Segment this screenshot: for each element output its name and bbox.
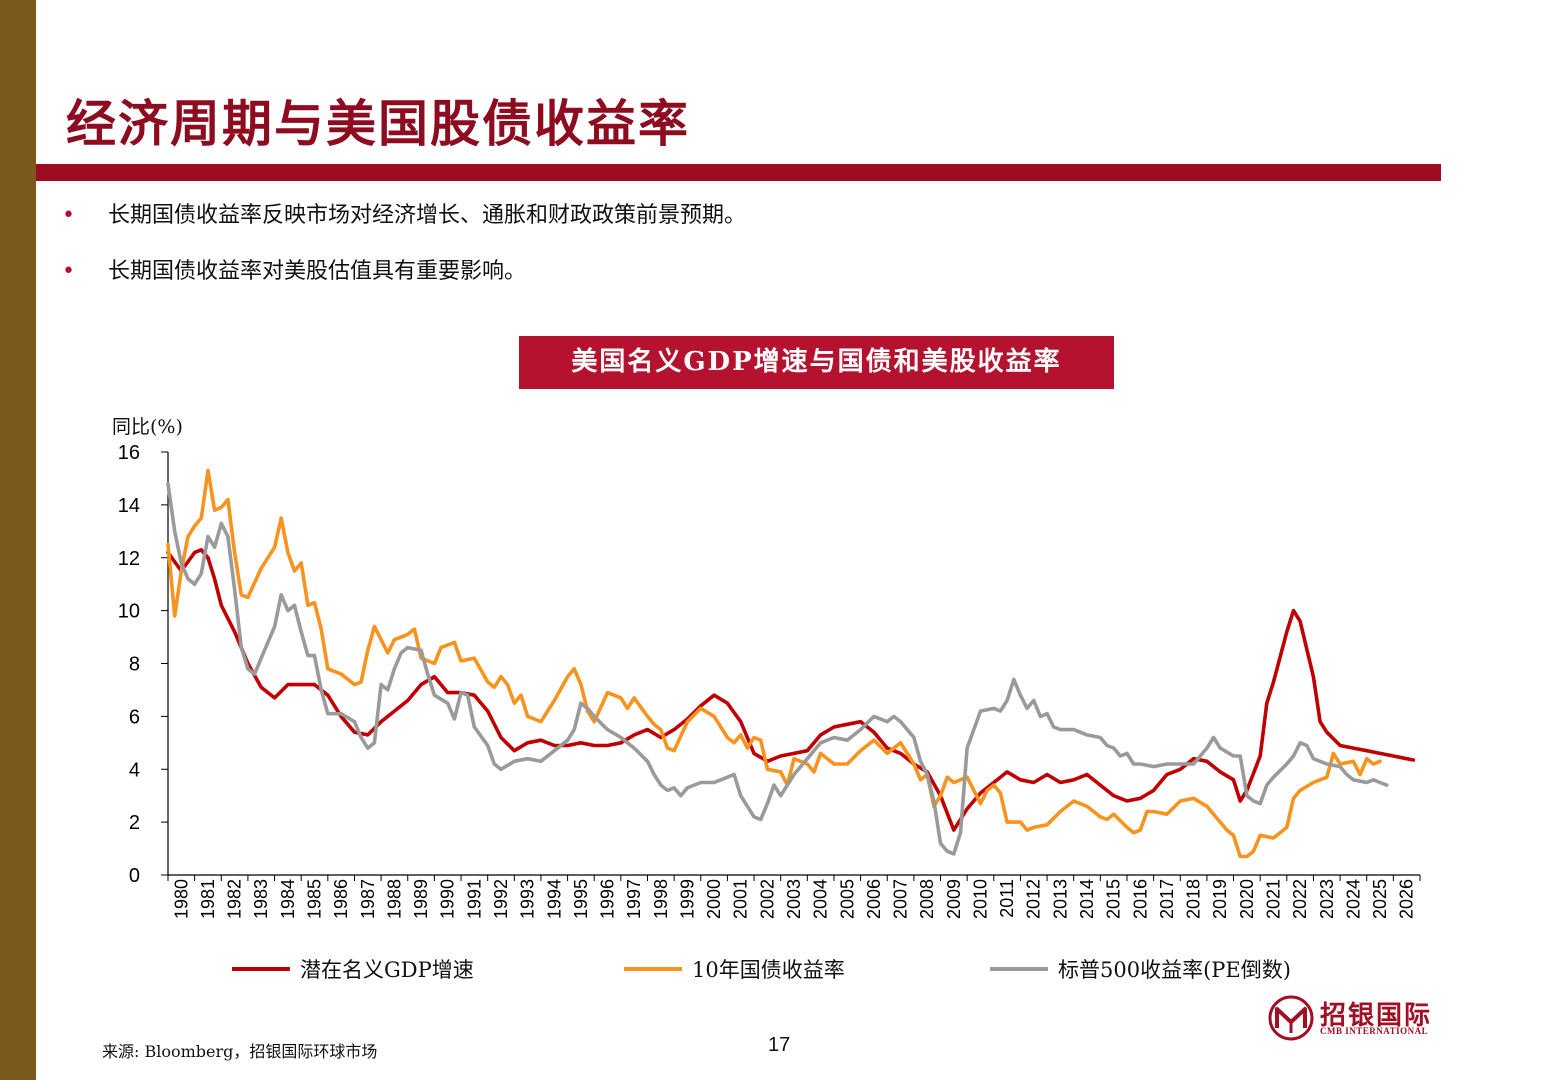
cmbi-logo-icon — [1268, 995, 1314, 1041]
x-tick-label: 2006 — [864, 879, 884, 919]
page-title: 经济周期与美国股债收益率 — [66, 94, 690, 153]
x-tick-label: 2002 — [757, 879, 777, 919]
x-tick-label: 2000 — [704, 879, 724, 919]
x-tick-label: 1989 — [411, 879, 431, 919]
bullet-list: • 长期国债收益率反映市场对经济增长、通胀和财政政策前景预期。 • 长期国债收益率对… — [62, 196, 746, 308]
x-tick-label: 2004 — [811, 879, 831, 919]
x-tick-label: 2025 — [1370, 879, 1390, 919]
x-tick-label: 2019 — [1210, 879, 1230, 919]
x-tick-label: 2015 — [1104, 879, 1124, 919]
x-tick-label: 1998 — [651, 879, 671, 919]
y-tick-label: 10 — [118, 601, 140, 623]
x-tick-label: 1999 — [677, 879, 697, 919]
x-tick-label: 1991 — [464, 879, 484, 919]
legend-label-1: 潜在名义GDP增速 — [300, 958, 474, 982]
logo-name: 招银国际 — [1320, 1001, 1433, 1031]
page-number: 17 — [768, 1034, 791, 1056]
x-tick-label: 2011 — [997, 879, 1017, 918]
x-tick-label: 1987 — [358, 879, 378, 919]
y-tick-label: 16 — [118, 442, 140, 464]
title-rule — [36, 164, 1441, 181]
x-tick-label: 1986 — [331, 879, 351, 919]
x-tick-label: 2020 — [1237, 879, 1257, 919]
bullet-dot-icon: • — [62, 259, 75, 284]
y-tick-label: 6 — [129, 706, 140, 728]
x-tick-label: 2021 — [1263, 879, 1283, 919]
x-tick-label: 1993 — [518, 879, 538, 919]
x-tick-label: 2023 — [1317, 879, 1337, 919]
left-accent-bar — [0, 0, 36, 1080]
x-tick-label: 2010 — [970, 879, 990, 919]
bullet-item: • 长期国债收益率对美股估值具有重要影响。 — [62, 252, 746, 308]
series-line-1 — [166, 548, 1416, 832]
y-tick-label: 12 — [118, 548, 140, 570]
x-tick-label: 1980 — [171, 879, 191, 919]
x-tick-label: 1996 — [598, 879, 618, 919]
y-tick-label: 2 — [129, 812, 140, 834]
x-tick-label: 1994 — [544, 879, 564, 919]
x-tick-label: 1995 — [571, 879, 591, 919]
x-tick-label: 2014 — [1077, 879, 1097, 919]
bullet-item: • 长期国债收益率反映市场对经济增长、通胀和财政政策前景预期。 — [62, 196, 746, 252]
chart-title: 美国名义GDP增速与国债和美股收益率 — [519, 336, 1114, 389]
x-tick-label: 2003 — [784, 879, 804, 919]
x-tick-label: 2001 — [731, 879, 751, 919]
x-tick-label: 1988 — [384, 879, 404, 919]
y-axis-label: 同比(%) — [112, 416, 183, 438]
x-tick-label: 2008 — [917, 879, 937, 919]
legend-label-2: 10年国债收益率 — [692, 958, 845, 982]
bullet-text: 长期国债收益率对美股估值具有重要影响。 — [108, 259, 527, 284]
x-tick-label: 1990 — [438, 879, 458, 919]
series-line-3 — [166, 481, 1389, 856]
bullet-text: 长期国债收益率反映市场对经济增长、通胀和财政政策前景预期。 — [108, 203, 747, 228]
x-tick-label: 2018 — [1184, 879, 1204, 919]
x-tick-label: 1984 — [278, 879, 298, 919]
x-tick-label: 2017 — [1157, 879, 1177, 919]
x-tick-label: 1985 — [305, 879, 325, 919]
x-tick-label: 2013 — [1050, 879, 1070, 919]
y-tick-label: 0 — [129, 865, 140, 887]
x-tick-label: 1981 — [198, 879, 218, 919]
x-tick-label: 1982 — [225, 879, 245, 919]
x-tick-label: 1997 — [624, 879, 644, 919]
x-tick-label: 1992 — [491, 879, 511, 919]
x-tick-label: 1983 — [251, 879, 271, 919]
source-note: 来源: Bloomberg，招银国际环球市场 — [102, 1042, 378, 1061]
x-tick-label: 2009 — [944, 879, 964, 919]
y-tick-label: 4 — [129, 759, 140, 781]
series-line-2 — [166, 468, 1382, 859]
legend-label-3: 标普500收益率(PE倒数) — [1058, 958, 1291, 982]
cmbi-logo: 招银国际 CMB INTERNATIONAL — [1268, 995, 1446, 1041]
x-tick-label: 2007 — [891, 879, 911, 919]
x-tick-label: 2016 — [1130, 879, 1150, 919]
y-tick-label: 14 — [118, 495, 140, 517]
x-tick-label: 2022 — [1290, 879, 1310, 919]
x-tick-label: 2026 — [1397, 879, 1417, 919]
bullet-dot-icon: • — [62, 203, 75, 228]
logo-subtitle: CMB INTERNATIONAL — [1320, 1026, 1429, 1036]
y-tick-label: 8 — [129, 654, 140, 676]
x-tick-label: 2005 — [837, 879, 857, 919]
x-tick-label: 2024 — [1343, 879, 1363, 919]
x-tick-label: 2012 — [1024, 879, 1044, 919]
